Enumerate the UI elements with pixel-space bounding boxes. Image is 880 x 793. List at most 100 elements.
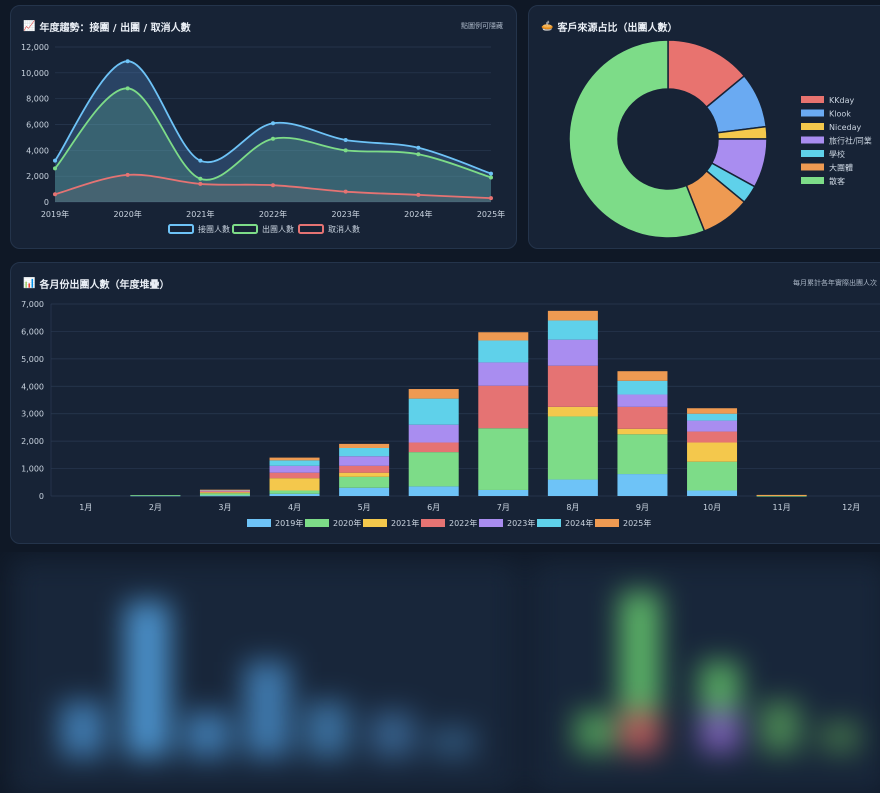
pie-legend-item[interactable]: Niceday (801, 123, 862, 132)
bar-segment-2022年-4月[interactable] (269, 472, 320, 479)
bar-segment-2021年-8月[interactable] (547, 406, 598, 417)
pie-slice-散客[interactable] (568, 39, 706, 239)
bar-segment-2022年-5月[interactable] (339, 465, 390, 473)
legend-swatch (801, 150, 824, 157)
pie-legend-item[interactable]: KKday (801, 96, 854, 105)
bar-segment-2022年-9月[interactable] (617, 406, 668, 429)
legend-swatch (801, 177, 824, 184)
pie-title-text: 客戶來源占比（出團人數） (557, 23, 678, 34)
bar-segment-2019年-5月[interactable] (339, 487, 390, 496)
bar-segment-2023年-7月[interactable] (478, 362, 529, 386)
bar-segment-2025年-4月[interactable] (269, 457, 320, 461)
legend-item-出團人數[interactable]: 出團人數 (232, 224, 294, 234)
pie-legend-item[interactable]: 學校 (801, 149, 845, 159)
pie-legend-item[interactable]: 旅行社/同業 (801, 136, 872, 146)
monthly-chart: 0 1,000 2,000 3,000 4,000 5,000 6,000 7,000 1月 2月… (21, 300, 880, 528)
legend-swatch (801, 163, 824, 171)
bar-segment-2019年-3月[interactable] (199, 495, 250, 497)
bar-segment-2020年-10月[interactable] (687, 461, 738, 491)
bar-segment-2023年-10月[interactable] (687, 420, 738, 432)
y-tick-label: 0 (39, 492, 44, 501)
bar-segment-2020年-2月[interactable] (130, 495, 181, 496)
bar-segment-2025年-6月[interactable] (408, 389, 459, 399)
bar-segment-2024年-10月[interactable] (687, 413, 738, 421)
bar-segment-2025年-7月[interactable] (478, 332, 529, 341)
bar-legend-item-2021年[interactable]: 2021年 (363, 518, 419, 528)
bar-legend-item-2019年[interactable]: 2019年 (247, 518, 303, 528)
y-tick-label: 12,000 (21, 43, 49, 52)
bar-segment-2020年-11月[interactable] (756, 495, 807, 497)
bar-segment-2024年-5月[interactable] (339, 448, 390, 457)
bar-legend-item-2025年[interactable]: 2025年 (595, 518, 651, 528)
bar-segment-2025年-8月[interactable] (547, 310, 598, 321)
x-tick-label: 10月 (703, 503, 721, 512)
bar-segment-2023年-9月[interactable] (617, 394, 668, 407)
bar-segment-2022年-3月[interactable] (199, 491, 250, 493)
bar-segment-2025年-11月[interactable] (756, 494, 807, 496)
bar-segment-2021年-10月[interactable] (687, 442, 738, 462)
bar-segment-2022年-6月[interactable] (408, 442, 459, 453)
legend-item-取消人數[interactable]: 取消人數 (298, 224, 360, 234)
bar-segment-2021年-4月[interactable] (269, 478, 320, 491)
bar-segment-2022年-10月[interactable] (687, 431, 738, 443)
data-point (125, 86, 130, 91)
bar-segment-2020年-3月[interactable] (199, 493, 250, 496)
bar-segment-2020年-9月[interactable] (617, 434, 668, 475)
blurred-region (0, 552, 880, 793)
bar-segment-2024年-9月[interactable] (617, 380, 668, 395)
bar-segment-2019年-4月[interactable] (269, 493, 320, 496)
bar-segment-2021年-3月[interactable] (199, 492, 250, 494)
legend-swatch (801, 123, 824, 130)
legend-swatch (801, 136, 824, 144)
bar-segment-2025年-3月[interactable] (199, 489, 250, 491)
bar-segment-2021年-9月[interactable] (617, 428, 668, 435)
data-point (416, 145, 421, 150)
bar-legend-item-2023年[interactable]: 2023年 (479, 518, 535, 528)
bar-segment-2024年-4月[interactable] (269, 460, 320, 466)
bar-segment-2019年-6月[interactable] (408, 486, 459, 496)
legend-swatch (801, 109, 824, 117)
pie-legend-item[interactable]: 大團體 (801, 163, 853, 173)
legend-swatch (247, 519, 271, 527)
bar-segment-2019年-7月[interactable] (478, 489, 529, 496)
legend-label: 2025年 (623, 518, 651, 528)
y-tick-label: 0 (44, 198, 49, 207)
bar-legend-item-2024年[interactable]: 2024年 (537, 518, 593, 528)
data-point (198, 181, 203, 186)
pie-legend-item[interactable]: 散客 (801, 176, 845, 186)
legend-swatch (298, 224, 324, 234)
legend-label: 2021年 (391, 518, 419, 528)
legend-label: 2024年 (565, 518, 593, 528)
bar-segment-2023年-4月[interactable] (269, 465, 320, 473)
bar-segment-2022年-7月[interactable] (478, 385, 529, 429)
bar-segment-2024年-7月[interactable] (478, 340, 529, 363)
bar-segment-2025年-9月[interactable] (617, 371, 668, 381)
bar-segment-2023年-8月[interactable] (547, 339, 598, 366)
bar-segment-2019年-9月[interactable] (617, 474, 668, 496)
bar-segment-2025年-10月[interactable] (687, 408, 738, 414)
legend-swatch (168, 224, 194, 234)
bar-segment-2023年-6月[interactable] (408, 424, 459, 443)
legend-item-接團人數[interactable]: 接團人數 (168, 224, 230, 234)
bar-segment-2024年-8月[interactable] (547, 320, 598, 340)
bar-segment-2023年-3月[interactable] (199, 490, 250, 492)
bar-segment-2022年-8月[interactable] (547, 365, 598, 407)
bar-legend-item-2020年[interactable]: 2020年 (305, 518, 361, 528)
bar-segment-2023年-5月[interactable] (339, 456, 390, 466)
bar-segment-2020年-5月[interactable] (339, 476, 390, 488)
bar-segment-2020年-6月[interactable] (408, 452, 459, 487)
bar-segment-2019年-10月[interactable] (687, 490, 738, 496)
pie-legend-item[interactable]: Klook (801, 109, 851, 119)
bar-legend-item-2022年[interactable]: 2022年 (421, 518, 477, 528)
bar-segment-2020年-4月[interactable] (269, 490, 320, 494)
bar-segment-2020年-8月[interactable] (547, 416, 598, 480)
blurred-charts (0, 552, 880, 793)
bar-segment-2021年-5月[interactable] (339, 472, 390, 477)
legend-swatch (801, 96, 824, 103)
bar-segment-2020年-7月[interactable] (478, 428, 529, 490)
bar-segment-2019年-8月[interactable] (547, 479, 598, 496)
bar-segment-2024年-6月[interactable] (408, 398, 459, 425)
x-tick-label: 1月 (79, 503, 92, 512)
bar-segment-2025年-5月[interactable] (339, 443, 390, 448)
